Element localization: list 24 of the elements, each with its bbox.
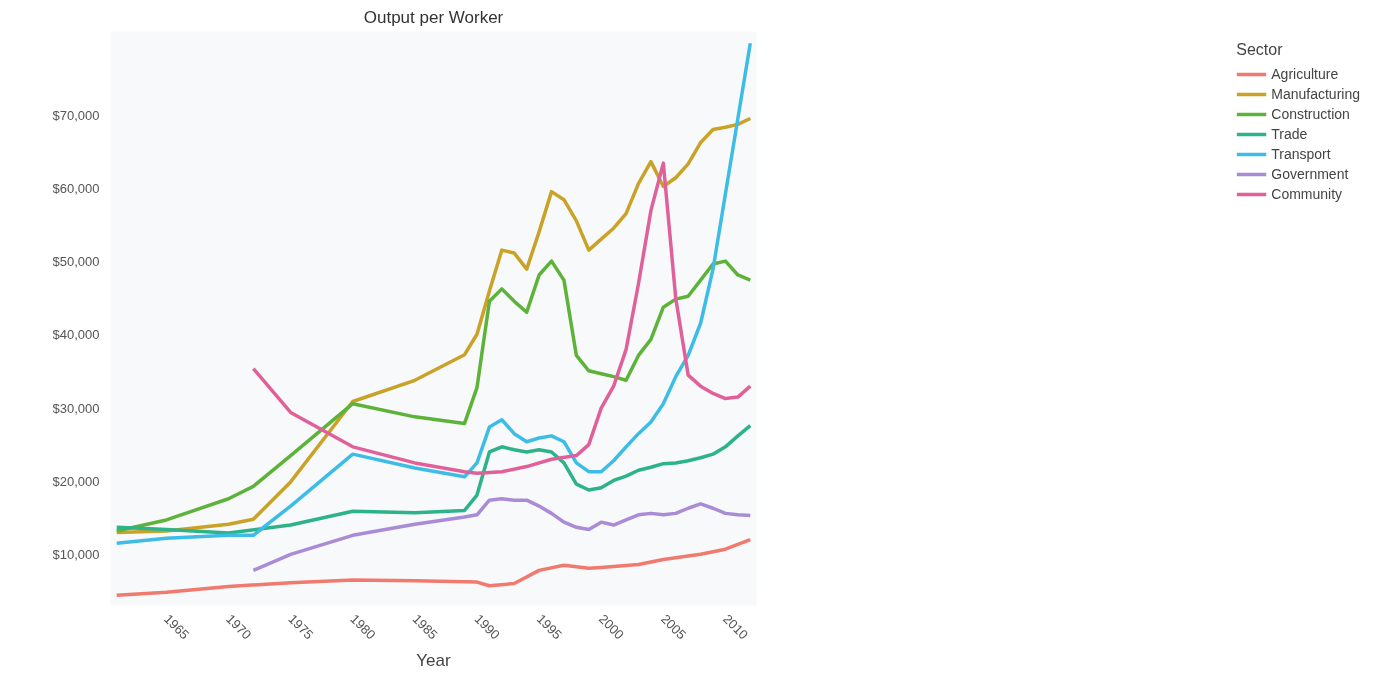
line-series [114, 259, 753, 533]
line-series [114, 423, 753, 535]
legend-label: Trade [1271, 126, 1308, 142]
legend-title: Sector [1236, 41, 1284, 59]
legend-label: Community [1271, 186, 1343, 202]
y-tick-label: $70,000 [52, 108, 100, 124]
y-tick-label: $30,000 [52, 400, 100, 416]
legend-label: Government [1271, 166, 1349, 182]
legend-label: Manufacturing [1271, 86, 1360, 102]
legend-label: Agriculture [1271, 66, 1339, 82]
chart-title: Output per Worker [363, 7, 504, 27]
line-series [114, 41, 753, 546]
y-tick-label: $40,000 [52, 327, 100, 343]
y-tick-label: $10,000 [52, 546, 100, 562]
legend-label: Transport [1271, 146, 1331, 162]
line-series [114, 537, 753, 598]
line-series [114, 116, 753, 535]
legend-label: Construction [1271, 106, 1350, 122]
line-series [251, 161, 753, 475]
line-series [251, 496, 753, 573]
y-tick-label: $20,000 [52, 473, 100, 489]
x-axis-title: Year [416, 651, 452, 671]
y-tick-label: $50,000 [52, 254, 100, 270]
y-tick-label: $60,000 [52, 181, 100, 197]
